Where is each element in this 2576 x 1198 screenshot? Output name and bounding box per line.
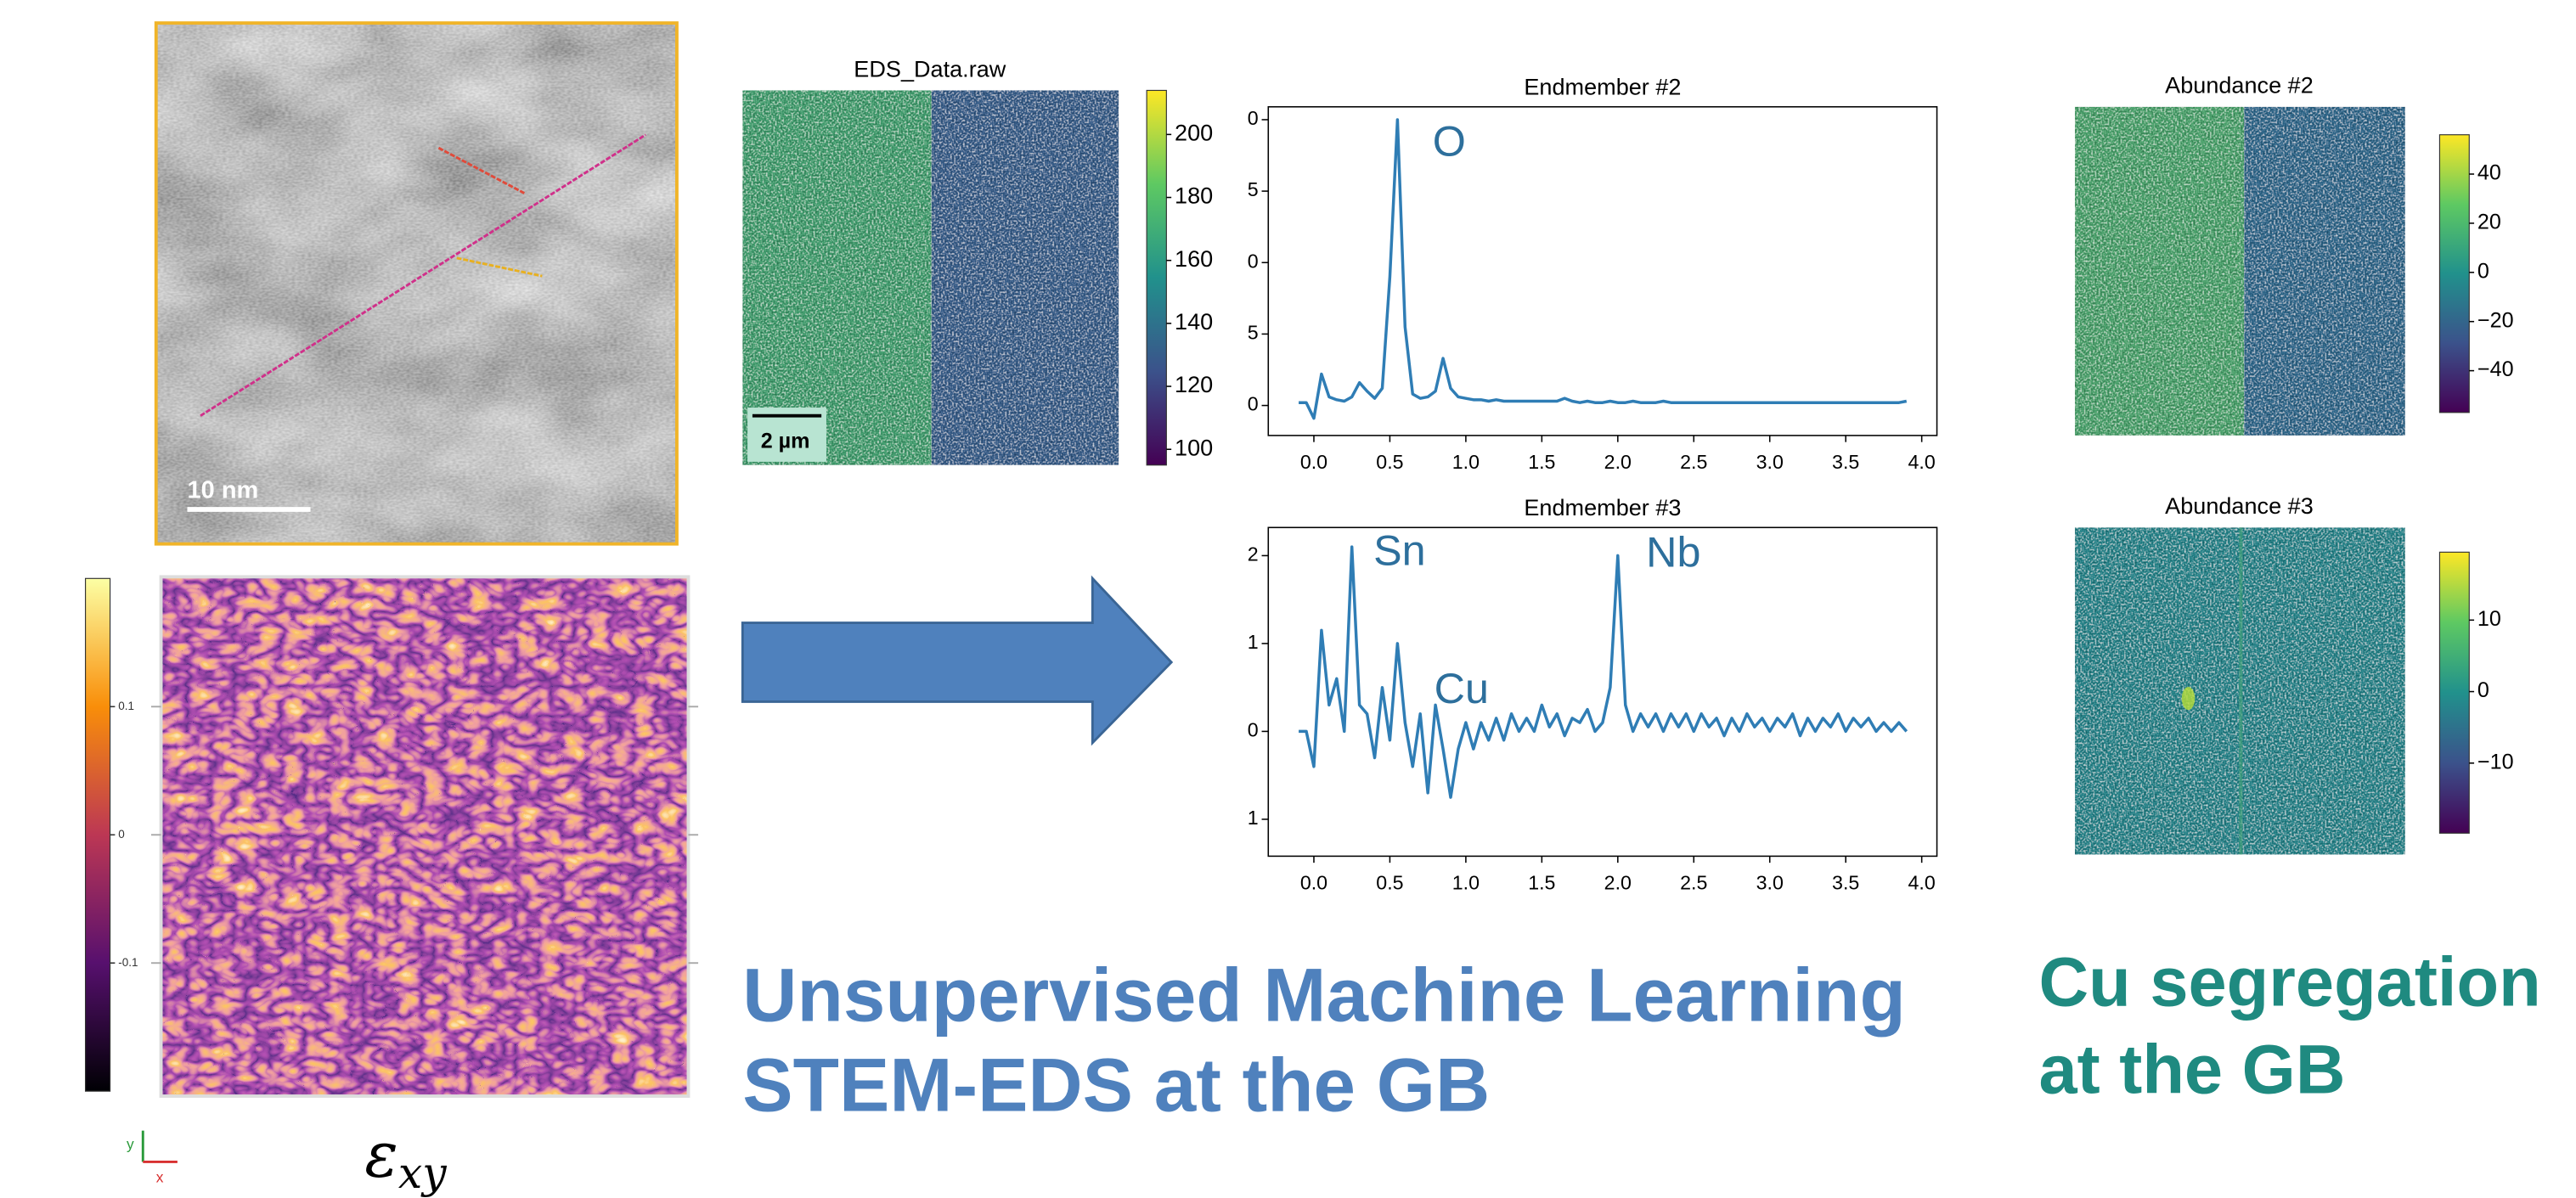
scale-bar-label: 10 nm (188, 476, 259, 503)
cu-spot (2181, 687, 2196, 711)
y-tick-label: 5 (1248, 178, 1259, 200)
colorbar-tick-label: -0.1 (118, 956, 138, 969)
strain-symbol: ε (364, 1119, 397, 1191)
colorbar-tick-label: 40 (2477, 161, 2501, 185)
map-title: EDS_Data.raw (854, 55, 1006, 82)
map-title: Abundance #2 (2165, 72, 2314, 98)
plot-frame (1267, 106, 1938, 436)
colorbar (2438, 551, 2470, 834)
eds-map-left (742, 90, 932, 465)
strain-map-border (159, 575, 691, 1098)
colorbar-tick-label: 20 (2477, 211, 2501, 234)
x-tick-label: 2.0 (1604, 871, 1632, 893)
colorbar-tick-label: 0 (2477, 259, 2489, 283)
colorbar-tick-label: −40 (2477, 357, 2514, 381)
x-tick-label: 4.0 (1908, 871, 1936, 893)
strain-map (161, 577, 689, 1096)
colorbar-tick-label: 160 (1175, 245, 1213, 272)
colorbar-tick-label: 0 (118, 828, 125, 841)
profile-line (200, 133, 646, 417)
x-tick-label: 1.0 (1452, 451, 1480, 473)
colorbar-tick-label: 200 (1175, 120, 1213, 146)
spectrum-line (1299, 118, 1908, 420)
hrtem-image (155, 23, 677, 544)
x-tick-label: 3.0 (1756, 451, 1784, 473)
abundance-map-right (2244, 106, 2405, 436)
y-tick-label: 5 (1248, 322, 1259, 344)
x-tick-label: 1.5 (1528, 871, 1555, 893)
chart-title: Endmember #2 (1524, 74, 1681, 100)
colorbar (85, 577, 111, 1092)
x-tick-label: 1.5 (1528, 451, 1555, 473)
y-tick-label: 0 (1248, 250, 1259, 272)
colorbar-tick-label: 100 (1175, 434, 1213, 460)
x-tick-label: 3.0 (1756, 871, 1784, 893)
x-tick-label: 0.0 (1300, 871, 1327, 893)
x-tick-label: 3.5 (1832, 451, 1859, 473)
plot-frame (1267, 526, 1938, 858)
chart-title: Endmember #3 (1524, 494, 1681, 520)
peak-label: Nb (1646, 527, 1700, 576)
hrtem-border (154, 21, 679, 546)
colorbar-tick-label: 0 (2477, 678, 2489, 702)
spectrum-line (1299, 545, 1908, 799)
colorbar (2438, 134, 2470, 413)
profile-line (456, 256, 543, 278)
x-tick-label: 0.5 (1376, 871, 1403, 893)
colorbar-tick-label: 0.1 (118, 700, 134, 712)
strain-label: εxy (364, 1119, 447, 1197)
strain-subscript: xy (398, 1148, 447, 1198)
y-tick-label: 2 (1248, 543, 1259, 565)
axis-label-y: y (127, 1136, 134, 1153)
x-tick-label: 0.5 (1376, 451, 1403, 473)
colorbar-tick-label: 180 (1175, 183, 1213, 209)
y-tick-label: 0 (1248, 107, 1259, 129)
peak-label: Sn (1373, 526, 1426, 575)
headline: Unsupervised Machine Learning (742, 952, 1906, 1037)
process-arrow (741, 575, 1174, 746)
eds-map-right (931, 90, 1119, 465)
conclusion: Cu segregation (2038, 944, 2540, 1021)
scale-bar-label: 2 µm (761, 429, 810, 453)
y-tick-label: 0 (1248, 719, 1259, 741)
x-tick-label: 2.5 (1680, 451, 1707, 473)
y-tick-label: 1 (1248, 631, 1259, 653)
map-title: Abundance #3 (2165, 492, 2314, 519)
profile-line (437, 146, 527, 195)
colorbar-tick-label: 140 (1175, 308, 1213, 335)
x-tick-label: 2.5 (1680, 871, 1707, 893)
peak-label: Cu (1435, 664, 1489, 712)
headline: STEM-EDS at the GB (742, 1043, 1490, 1128)
colorbar-tick-label: 120 (1175, 371, 1213, 397)
x-tick-label: 0.0 (1300, 451, 1327, 473)
peak-label: O (1433, 117, 1466, 166)
y-tick-label: 1 (1248, 807, 1259, 829)
x-tick-label: 1.0 (1452, 871, 1480, 893)
x-tick-label: 4.0 (1908, 451, 1936, 473)
colorbar (1146, 89, 1167, 466)
x-tick-label: 2.0 (1604, 451, 1632, 473)
y-tick-label: 0 (1248, 393, 1259, 415)
axis-label-x: x (156, 1168, 164, 1185)
x-tick-label: 3.5 (1832, 871, 1859, 893)
conclusion: at the GB (2038, 1031, 2345, 1108)
colorbar-tick-label: −20 (2477, 308, 2514, 332)
colorbar-tick-label: −10 (2477, 750, 2514, 773)
abundance-map-left (2075, 106, 2245, 436)
colorbar-tick-label: 10 (2477, 607, 2501, 631)
